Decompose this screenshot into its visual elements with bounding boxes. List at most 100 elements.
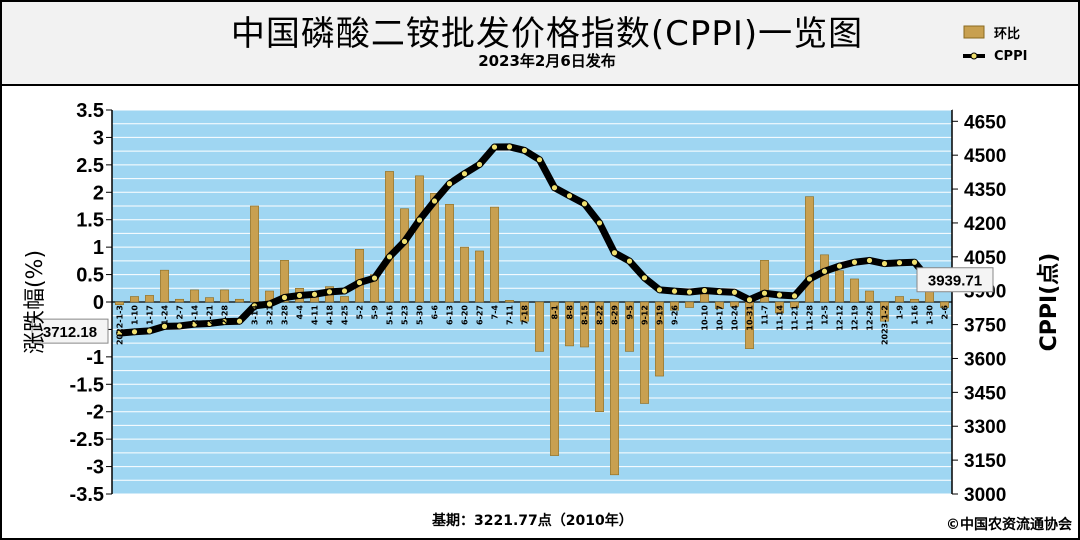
- cppi-point: [596, 219, 603, 227]
- x-tick-label: 10-24: [731, 305, 740, 331]
- right-tick-label: 4650: [964, 112, 1006, 133]
- bar: [505, 300, 514, 303]
- x-tick-label: 5-30: [416, 305, 425, 325]
- bar: [415, 175, 424, 303]
- right-tick-label: 3150: [964, 451, 1006, 472]
- legend: 环比 CPPI: [962, 16, 1072, 68]
- cppi-point: [911, 258, 918, 266]
- cppi-point: [731, 288, 738, 296]
- bar: [910, 298, 919, 303]
- bar-series: [115, 171, 949, 476]
- right-tick-label: 3000: [964, 485, 1006, 506]
- cppi-point: [701, 287, 708, 294]
- bar: [490, 206, 499, 303]
- bar: [355, 249, 364, 303]
- cppi-point: [566, 192, 573, 200]
- x-tick-label: 11-28: [806, 305, 815, 331]
- cppi-point: [431, 197, 438, 205]
- x-tick-label: 5-16: [386, 305, 395, 325]
- x-tick-label: 8-15: [581, 305, 590, 325]
- right-axis: 4650450043504200405039003750360034503300…: [951, 110, 1006, 506]
- x-tick-label: 1-9: [896, 305, 905, 320]
- copyright-note: ©中国农资流通协会: [946, 517, 1072, 533]
- bar: [430, 193, 439, 303]
- bar: [145, 295, 154, 303]
- cppi-point: [791, 292, 798, 300]
- x-tick-label: 12-12: [836, 305, 845, 331]
- x-tick-label: 3-28: [281, 305, 290, 325]
- bar: [160, 269, 169, 303]
- bar: [235, 298, 244, 303]
- left-axis: 3.532.521.510.50-0.5-1-1.5-2-2.5-3-3.5: [70, 100, 113, 506]
- left-tick-label: -1.5: [70, 374, 104, 396]
- x-tick-label: 10-31: [746, 305, 755, 331]
- annotation-box: [31, 318, 109, 344]
- left-tick-label: 3: [93, 127, 104, 149]
- cppi-point: [581, 200, 588, 208]
- cppi-point: [836, 262, 843, 270]
- bar: [130, 296, 139, 303]
- bar: [400, 208, 409, 303]
- left-tick-label: 3.5: [76, 100, 104, 122]
- cppi-point: [671, 287, 678, 295]
- left-tick-label: -2: [86, 402, 104, 424]
- cppi-point: [866, 257, 873, 264]
- x-tick-label: 9-26: [671, 305, 680, 325]
- x-tick-label: 3-21: [266, 305, 275, 325]
- x-tick-label: 1-16: [911, 305, 920, 325]
- bar: [220, 289, 229, 303]
- bar: [730, 301, 739, 307]
- cppi-point: [311, 290, 318, 298]
- x-tick-label: 12-19: [851, 305, 860, 331]
- cppi-point: [506, 143, 513, 151]
- x-tick-label: 12-26: [866, 305, 875, 331]
- bar: [775, 301, 784, 314]
- bar: [805, 196, 814, 303]
- cppi-point: [386, 253, 393, 261]
- right-tick-label: 3600: [964, 349, 1006, 370]
- bar: [880, 301, 889, 322]
- cppi-point: [761, 289, 768, 297]
- left-axis-label: 涨跌幅(%): [23, 250, 48, 354]
- bar: [520, 301, 529, 322]
- legend-line-label: CPPI: [994, 48, 1028, 64]
- cppi-point: [176, 322, 183, 330]
- bar: [835, 270, 844, 303]
- cppi-point: [626, 257, 633, 265]
- chart-header: 中国磷酸二铵批发价格指数(CPPI)一览图 2023年2月6日发布 环比 CPP…: [2, 2, 1078, 86]
- cppi-point: [131, 328, 138, 336]
- x-tick-label: 2022-1-3: [116, 305, 125, 345]
- cppi-point: [851, 258, 858, 266]
- right-tick-label: 4200: [964, 214, 1006, 235]
- x-tick-label: 2023-1-2: [881, 305, 890, 345]
- bar: [895, 296, 904, 303]
- cppi-point: [536, 156, 543, 164]
- bar: [940, 301, 949, 308]
- cppi-point: [341, 287, 348, 295]
- cppi-point: [401, 238, 408, 245]
- chart-title: 中国磷酸二铵批发价格指数(CPPI)一览图: [230, 14, 864, 54]
- x-tick-label: 2-7: [176, 305, 185, 319]
- annotation-label: 3939.71: [928, 273, 982, 290]
- legend-item-bar: 环比: [962, 22, 1020, 42]
- cppi-point: [116, 329, 123, 337]
- bar: [610, 301, 619, 476]
- cppi-point: [446, 180, 453, 188]
- cppi-point: [416, 216, 423, 224]
- cppi-point: [371, 274, 378, 282]
- bar: [475, 250, 484, 303]
- x-tick-label: 7-18: [521, 305, 530, 325]
- bar: [250, 205, 259, 303]
- bar: [595, 301, 604, 413]
- bar: [550, 301, 559, 456]
- cppi-point: [656, 286, 663, 294]
- cppi-point: [776, 291, 783, 299]
- x-tick-label: 2-6: [941, 305, 950, 320]
- x-tick-label: 2-14: [191, 305, 200, 325]
- right-tick-label: 4050: [964, 248, 1006, 269]
- x-tick-label: 1-10: [131, 305, 140, 325]
- right-tick-label: 3450: [964, 383, 1006, 404]
- annotation-label: 3712.18: [43, 324, 97, 341]
- x-tick-label: 3-14: [251, 305, 260, 325]
